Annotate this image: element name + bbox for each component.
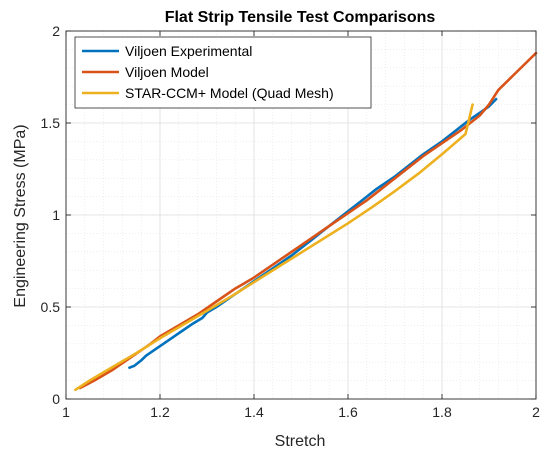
x-tick-label: 1.4 xyxy=(244,404,264,420)
x-tick-label: 1.6 xyxy=(338,404,358,420)
x-tick-label: 2 xyxy=(532,404,540,420)
legend-label-3: STAR-CCM+ Model (Quad Mesh) xyxy=(125,85,334,101)
y-tick-label: 2 xyxy=(52,23,60,39)
x-tick-label: 1.8 xyxy=(432,404,452,420)
tick-labels: 1 1.2 1.4 1.6 1.8 2 0 0.5 1 1.5 2 xyxy=(41,23,541,420)
axes-frame xyxy=(65,30,537,400)
series-line-1 xyxy=(128,97,498,370)
legend-box xyxy=(74,36,372,109)
series-lines xyxy=(74,51,538,392)
x-axis-title: Stretch xyxy=(275,433,326,450)
y-tick-label: 0 xyxy=(52,391,60,407)
y-tick-label: 1 xyxy=(52,207,60,223)
y-tick-label: 0.5 xyxy=(41,299,61,315)
y-axis-title: Engineering Stress (MPa) xyxy=(12,124,29,307)
legend-label-2: Viljoen Model xyxy=(125,64,209,80)
x-tick-label: 1 xyxy=(62,404,70,420)
x-tick-label: 1.2 xyxy=(150,404,170,420)
legend: Viljoen Experimental Viljoen Model STAR-CC… xyxy=(74,36,372,109)
chart-title: Flat Strip Tensile Test Comparisons xyxy=(165,9,436,26)
series-line-3 xyxy=(74,103,474,392)
y-tick-label: 1.5 xyxy=(41,115,61,131)
legend-label-1: Viljoen Experimental xyxy=(125,43,252,59)
